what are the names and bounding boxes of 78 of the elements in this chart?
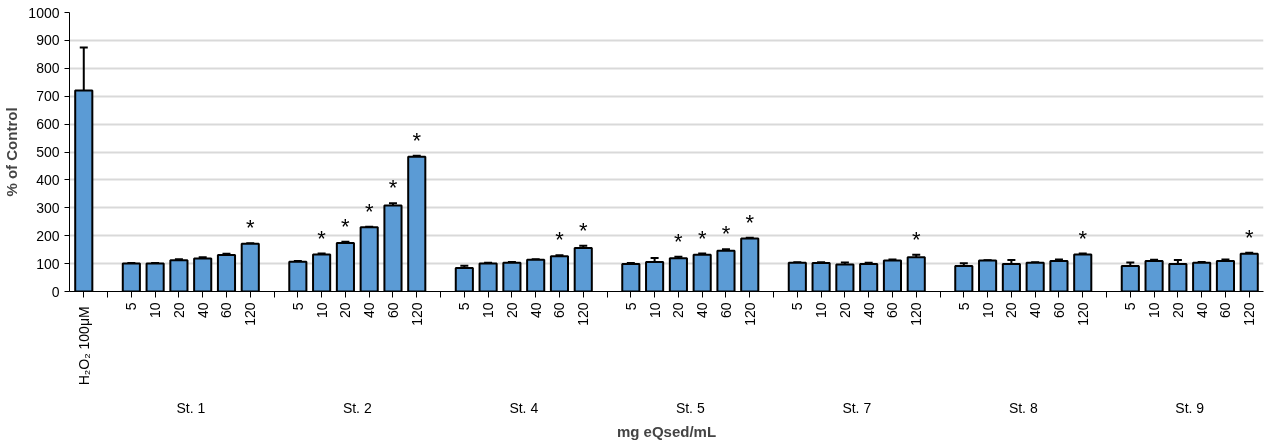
data-label: * bbox=[1078, 225, 1088, 251]
x-tick-label: 5 bbox=[1122, 302, 1139, 311]
text: St. 1 bbox=[176, 399, 206, 416]
x-tick-label: 20 bbox=[503, 302, 520, 319]
y-tick-label: 200 bbox=[36, 227, 60, 244]
y-tick-label: 400 bbox=[36, 171, 60, 188]
data-label: * bbox=[388, 175, 398, 201]
data-label: * bbox=[911, 226, 921, 252]
y-tick-label: 800 bbox=[36, 60, 60, 77]
x-tick-label: 60 bbox=[551, 302, 568, 319]
text: St. 8 bbox=[1008, 399, 1038, 416]
y-tick-label: 0 bbox=[51, 283, 60, 300]
text: St. 4 bbox=[509, 399, 539, 416]
x-tick-label: 20 bbox=[836, 302, 853, 319]
y-tick-label: 1000 bbox=[28, 4, 60, 21]
x-tick-label: 5 bbox=[456, 302, 473, 311]
x-tick-label: 120 bbox=[908, 302, 925, 326]
x-tick-label: 40 bbox=[1193, 302, 1210, 319]
data-label: * bbox=[555, 227, 565, 253]
x-tick-label: 60 bbox=[717, 302, 734, 319]
x-tick-label: 60 bbox=[384, 302, 401, 319]
y-axis-title: % of Control bbox=[3, 107, 21, 197]
y-tick-label: 600 bbox=[36, 116, 60, 133]
x-tick-label: 10 bbox=[813, 302, 830, 319]
x-tick-label: 5 bbox=[289, 302, 306, 311]
data-label: * bbox=[721, 221, 731, 247]
x-tick-label: 40 bbox=[1027, 302, 1044, 319]
x-tick-label: 10 bbox=[1146, 302, 1163, 319]
x-tick-label: 5 bbox=[123, 302, 140, 311]
x-tick-label: 10 bbox=[979, 302, 996, 319]
data-label: * bbox=[317, 225, 327, 251]
x-tick-label: 5 bbox=[955, 302, 972, 311]
x-tick-label: 120 bbox=[575, 302, 592, 326]
data-label: * bbox=[745, 209, 755, 235]
data-label: * bbox=[697, 225, 707, 251]
text: St. 7 bbox=[842, 399, 872, 416]
x-tick-label: 40 bbox=[527, 302, 544, 319]
x-tick-label: 40 bbox=[361, 302, 378, 319]
x-tick-label: 120 bbox=[1241, 302, 1258, 326]
text: St. 2 bbox=[342, 399, 372, 416]
x-tick-label: 60 bbox=[1217, 302, 1234, 319]
x-tick-label: 20 bbox=[170, 302, 187, 319]
x-tick-label: 40 bbox=[694, 302, 711, 319]
y-tick-label: 300 bbox=[36, 199, 60, 216]
x-tick-label: 20 bbox=[1003, 302, 1020, 319]
x-tick-label: 120 bbox=[242, 302, 259, 326]
x-tick-label: H₂O₂ 100μM bbox=[75, 306, 92, 386]
x-tick-label: 20 bbox=[670, 302, 687, 319]
x-tick-label: 60 bbox=[1050, 302, 1067, 319]
y-tick-label: 900 bbox=[36, 32, 60, 49]
x-tick-label: 120 bbox=[741, 302, 758, 326]
x-tick-label: 5 bbox=[622, 302, 639, 311]
x-tick-label: 10 bbox=[147, 302, 164, 319]
x-tick-label: 60 bbox=[218, 302, 235, 319]
y-tick-label: 500 bbox=[36, 144, 60, 160]
data-label: * bbox=[578, 217, 588, 243]
x-tick-label: 120 bbox=[408, 302, 425, 326]
x-axis-title: mg eQsed/mL bbox=[616, 422, 717, 440]
data-label: * bbox=[245, 215, 255, 241]
text: St. 9 bbox=[1175, 399, 1205, 416]
x-tick-label: 40 bbox=[860, 302, 877, 319]
x-tick-label: 10 bbox=[313, 302, 330, 319]
data-label: * bbox=[1244, 224, 1254, 250]
x-tick-label: 120 bbox=[1074, 302, 1091, 326]
data-label: * bbox=[412, 127, 422, 153]
x-tick-label: 60 bbox=[884, 302, 901, 319]
data-label: * bbox=[341, 213, 351, 239]
x-tick-label: 20 bbox=[1169, 302, 1186, 319]
data-label: * bbox=[674, 228, 684, 254]
x-tick-label: 10 bbox=[646, 302, 663, 319]
y-tick-label: 100 bbox=[36, 255, 60, 272]
x-tick-label: 10 bbox=[480, 302, 497, 319]
data-label: * bbox=[364, 198, 374, 224]
x-tick-label: 5 bbox=[789, 302, 806, 311]
y-tick-label: 700 bbox=[36, 88, 60, 105]
x-tick-label: 20 bbox=[337, 302, 354, 319]
x-tick-label: 40 bbox=[194, 302, 211, 319]
text: St. 5 bbox=[675, 399, 705, 416]
